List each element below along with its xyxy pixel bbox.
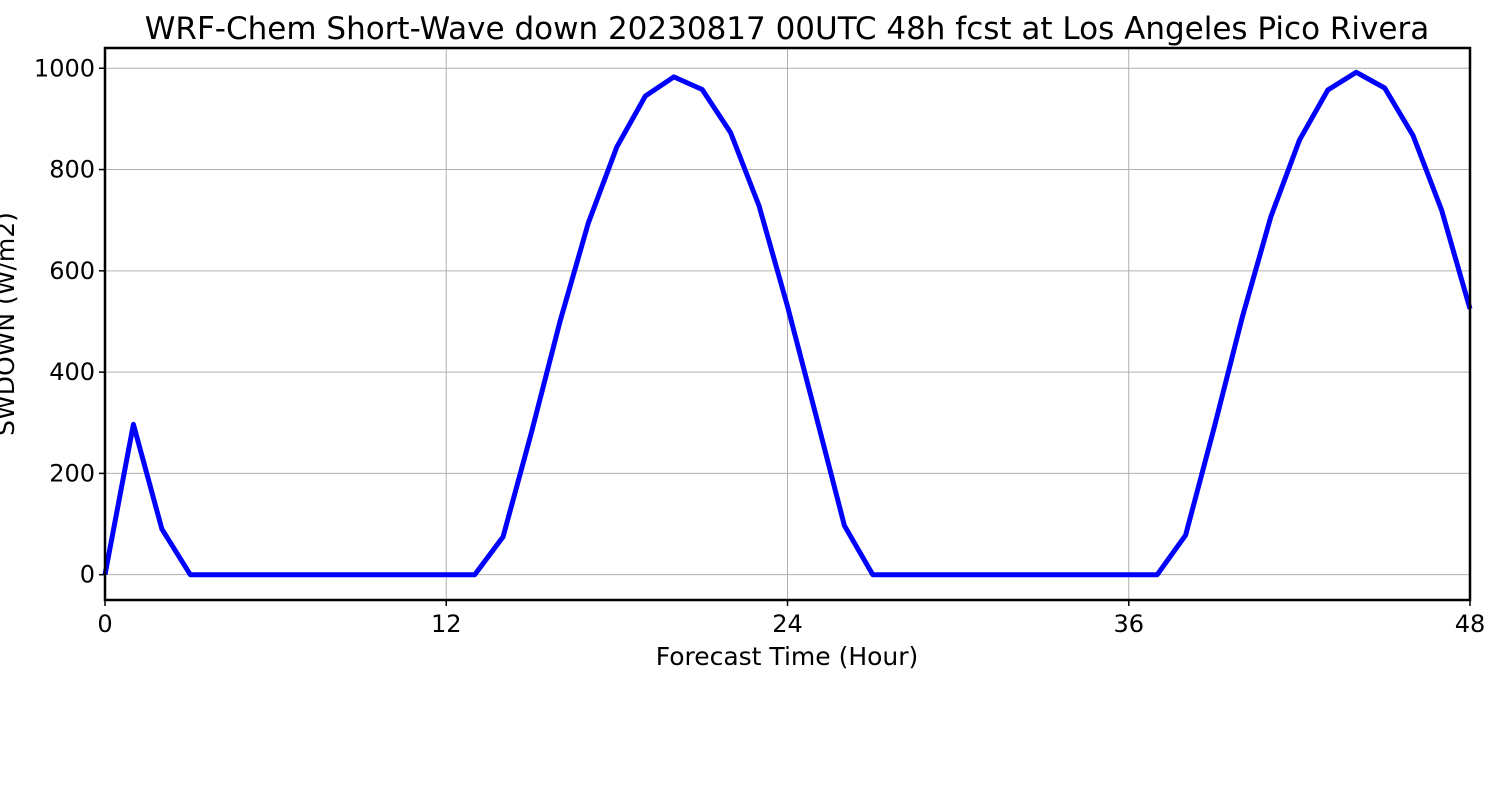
- y-tick-label: 0: [80, 561, 95, 589]
- series-layer: [102, 69, 1473, 578]
- y-tick-label: 200: [49, 459, 95, 487]
- x-axis-label: Forecast Time (Hour): [656, 642, 919, 671]
- y-tick-label: 400: [49, 358, 95, 386]
- y-axis-label: SWDOWN (W/m2): [0, 212, 20, 436]
- y-tick-label: 800: [49, 156, 95, 184]
- series-line: [102, 69, 1473, 578]
- chart-title: WRF-Chem Short-Wave down 20230817 00UTC …: [145, 11, 1429, 47]
- y-axis-ticks: 0 200 400 600 800 1000: [34, 54, 105, 589]
- x-tick-label: 48: [1455, 610, 1486, 638]
- x-tick-label: 36: [1113, 610, 1144, 638]
- x-tick-label: 24: [772, 610, 803, 638]
- x-tick-label: 12: [431, 610, 462, 638]
- y-tick-label: 1000: [34, 54, 95, 82]
- x-tick-label: 0: [97, 610, 112, 638]
- x-axis-ticks: 0 12 24 36 48: [97, 600, 1485, 638]
- grid: [104, 48, 1471, 600]
- y-tick-label: 600: [49, 257, 95, 285]
